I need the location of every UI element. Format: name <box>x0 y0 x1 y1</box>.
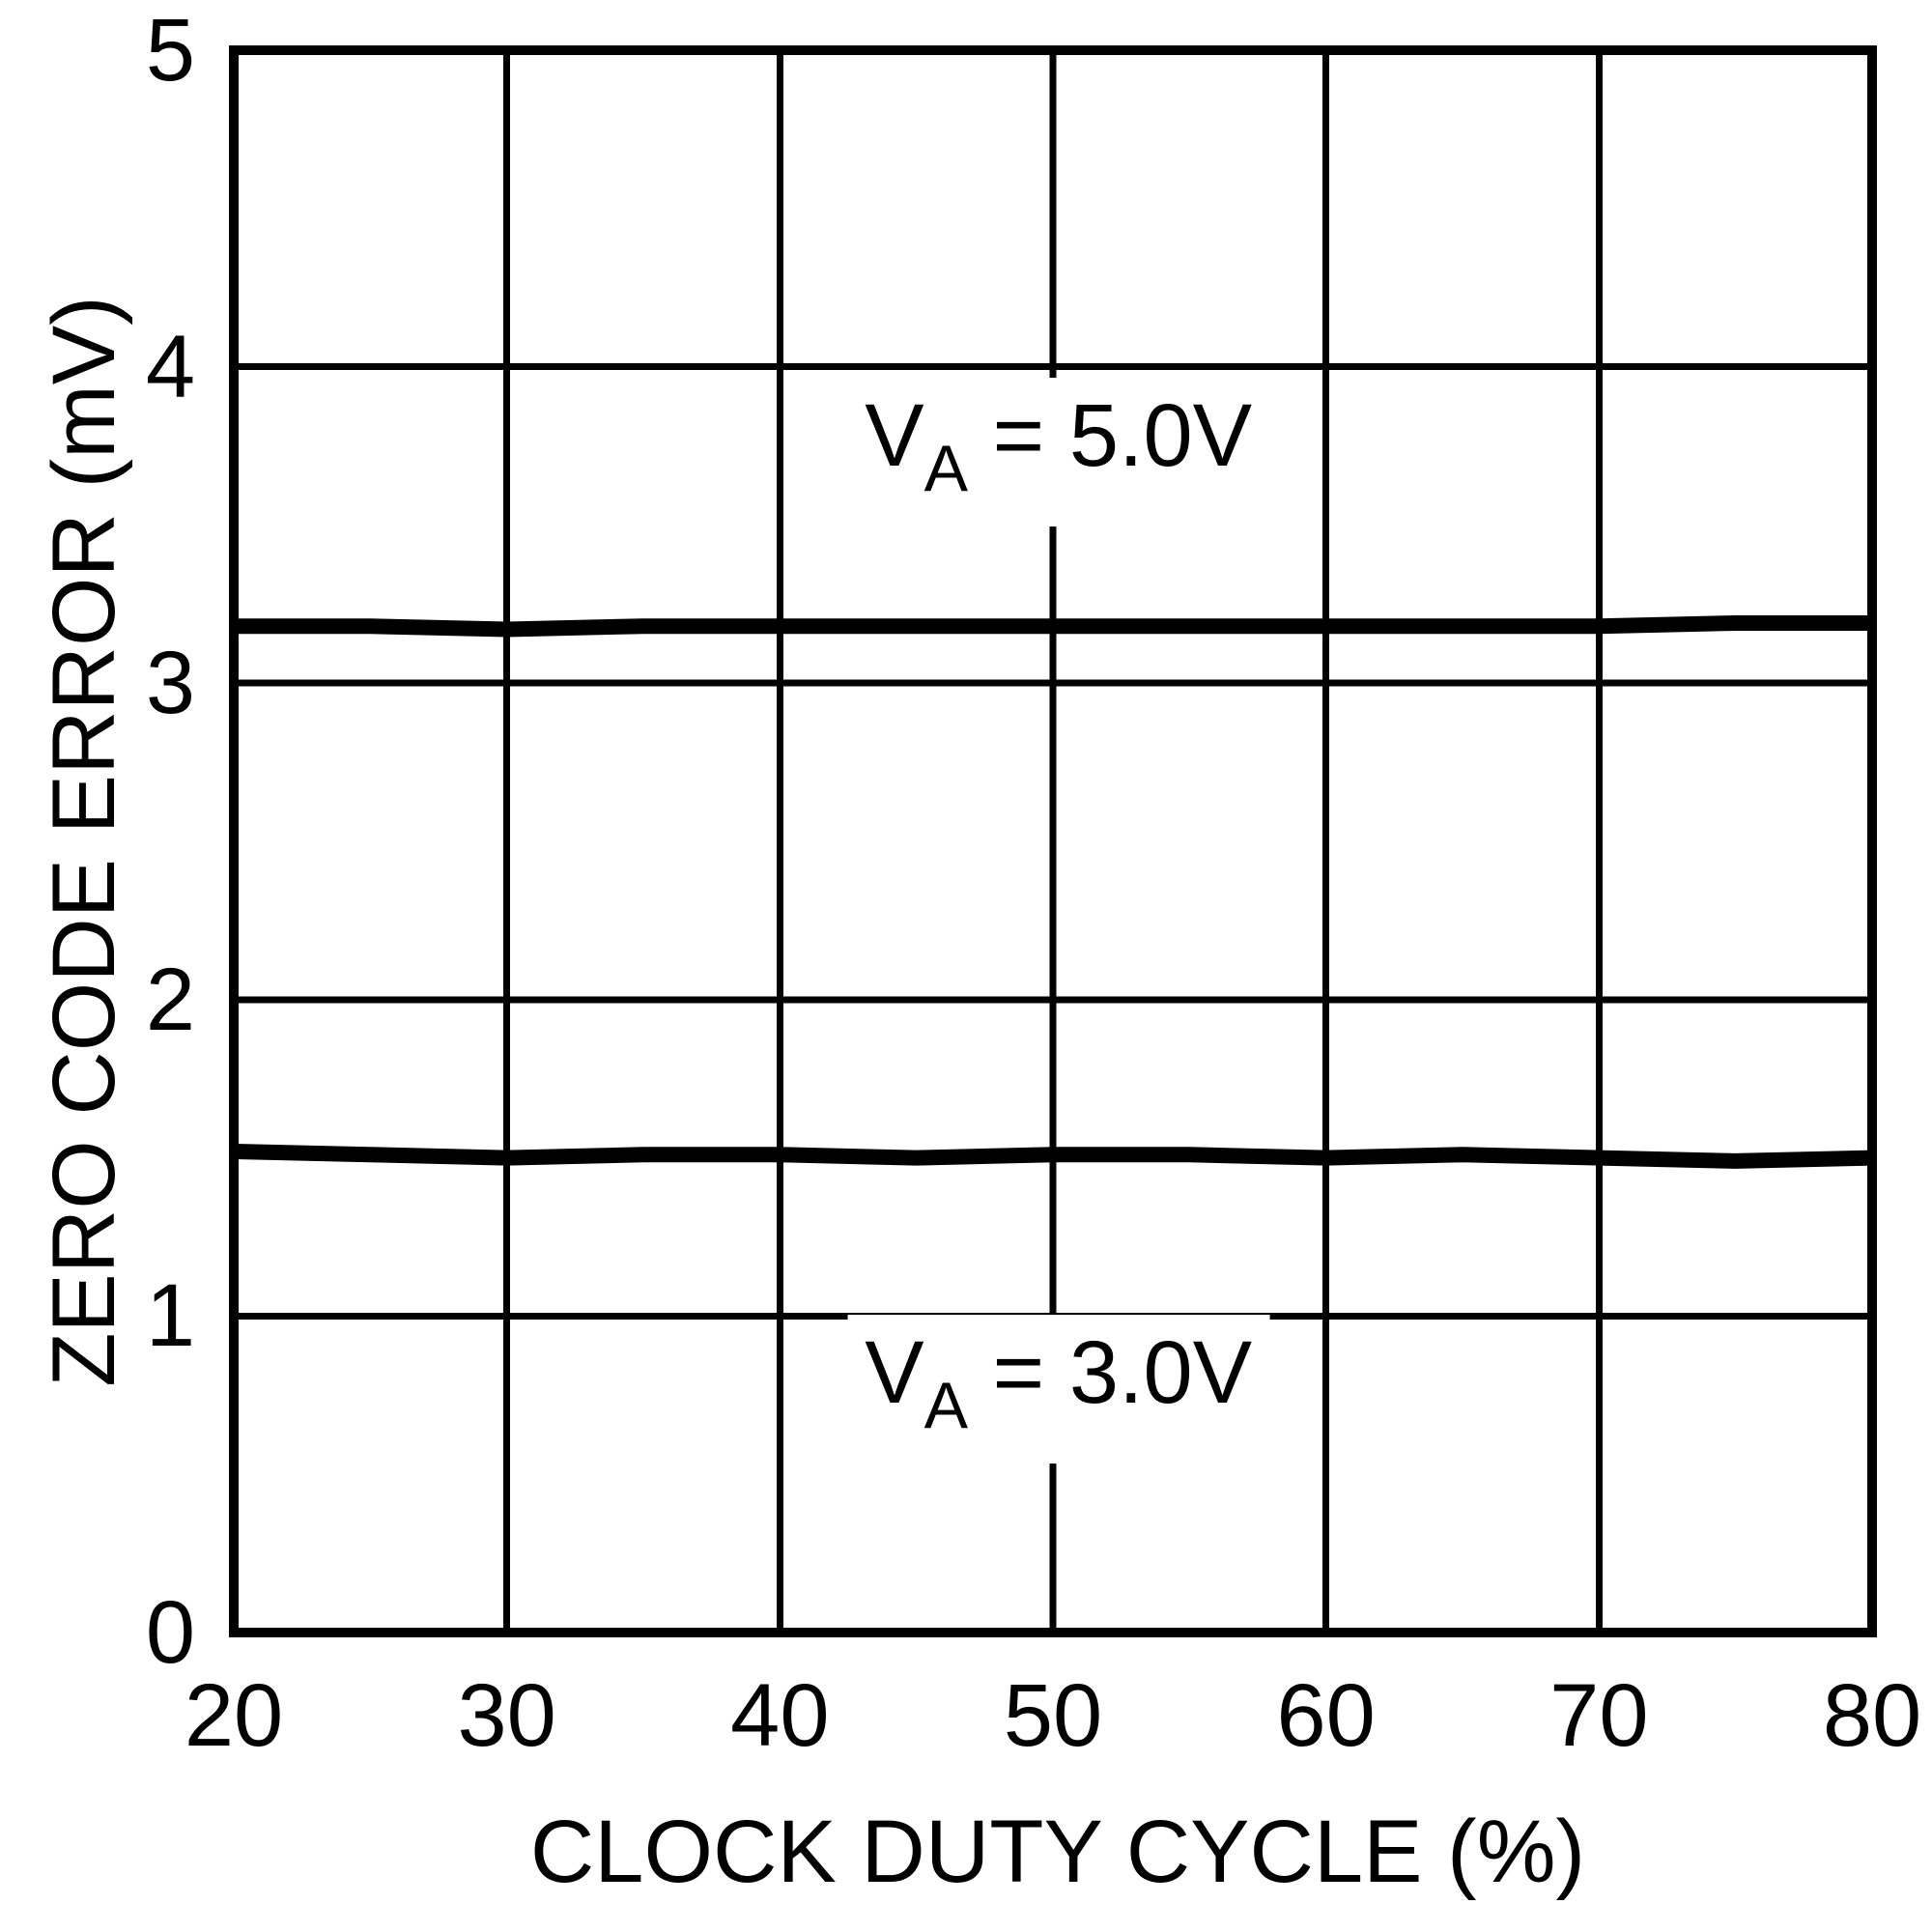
annotation-va-3v: VA = 3.0V <box>847 1314 1270 1463</box>
y-tick-label-4: 4 <box>145 317 195 416</box>
y-tick-label-3: 3 <box>145 634 195 733</box>
annotation-va-3v-text: VA = 3.0V <box>865 1322 1253 1442</box>
x-tick-label-30: 30 <box>457 1666 556 1765</box>
subscript-a: A <box>923 1368 968 1442</box>
x-tick-label-40: 40 <box>730 1666 830 1765</box>
x-tick-label-50: 50 <box>1003 1666 1103 1765</box>
x-tick-label-70: 70 <box>1549 1666 1649 1765</box>
y-tick-label-1: 1 <box>145 1266 195 1366</box>
plot-border <box>229 45 1877 1637</box>
x-tick-label-60: 60 <box>1276 1666 1376 1765</box>
y-axis-title: ZERO CODE ERROR (mV) <box>35 296 133 1387</box>
subscript-a: A <box>923 431 968 505</box>
x-tick-label-20: 20 <box>184 1666 284 1765</box>
data-line-va-5v <box>234 615 1872 638</box>
annotation-va-5v: VA = 5.0V <box>847 378 1270 526</box>
y-tick-label-0: 0 <box>145 1583 195 1682</box>
x-axis-title: CLOCK DUTY CYCLE (%) <box>529 1803 1586 1901</box>
y-tick-label-5: 5 <box>145 1 195 99</box>
x-tick-label-80: 80 <box>1822 1666 1922 1765</box>
data-line-va-3v <box>233 1144 1873 1169</box>
y-tick-label-2: 2 <box>145 950 195 1049</box>
annotation-va-5v-text: VA = 5.0V <box>865 386 1253 505</box>
